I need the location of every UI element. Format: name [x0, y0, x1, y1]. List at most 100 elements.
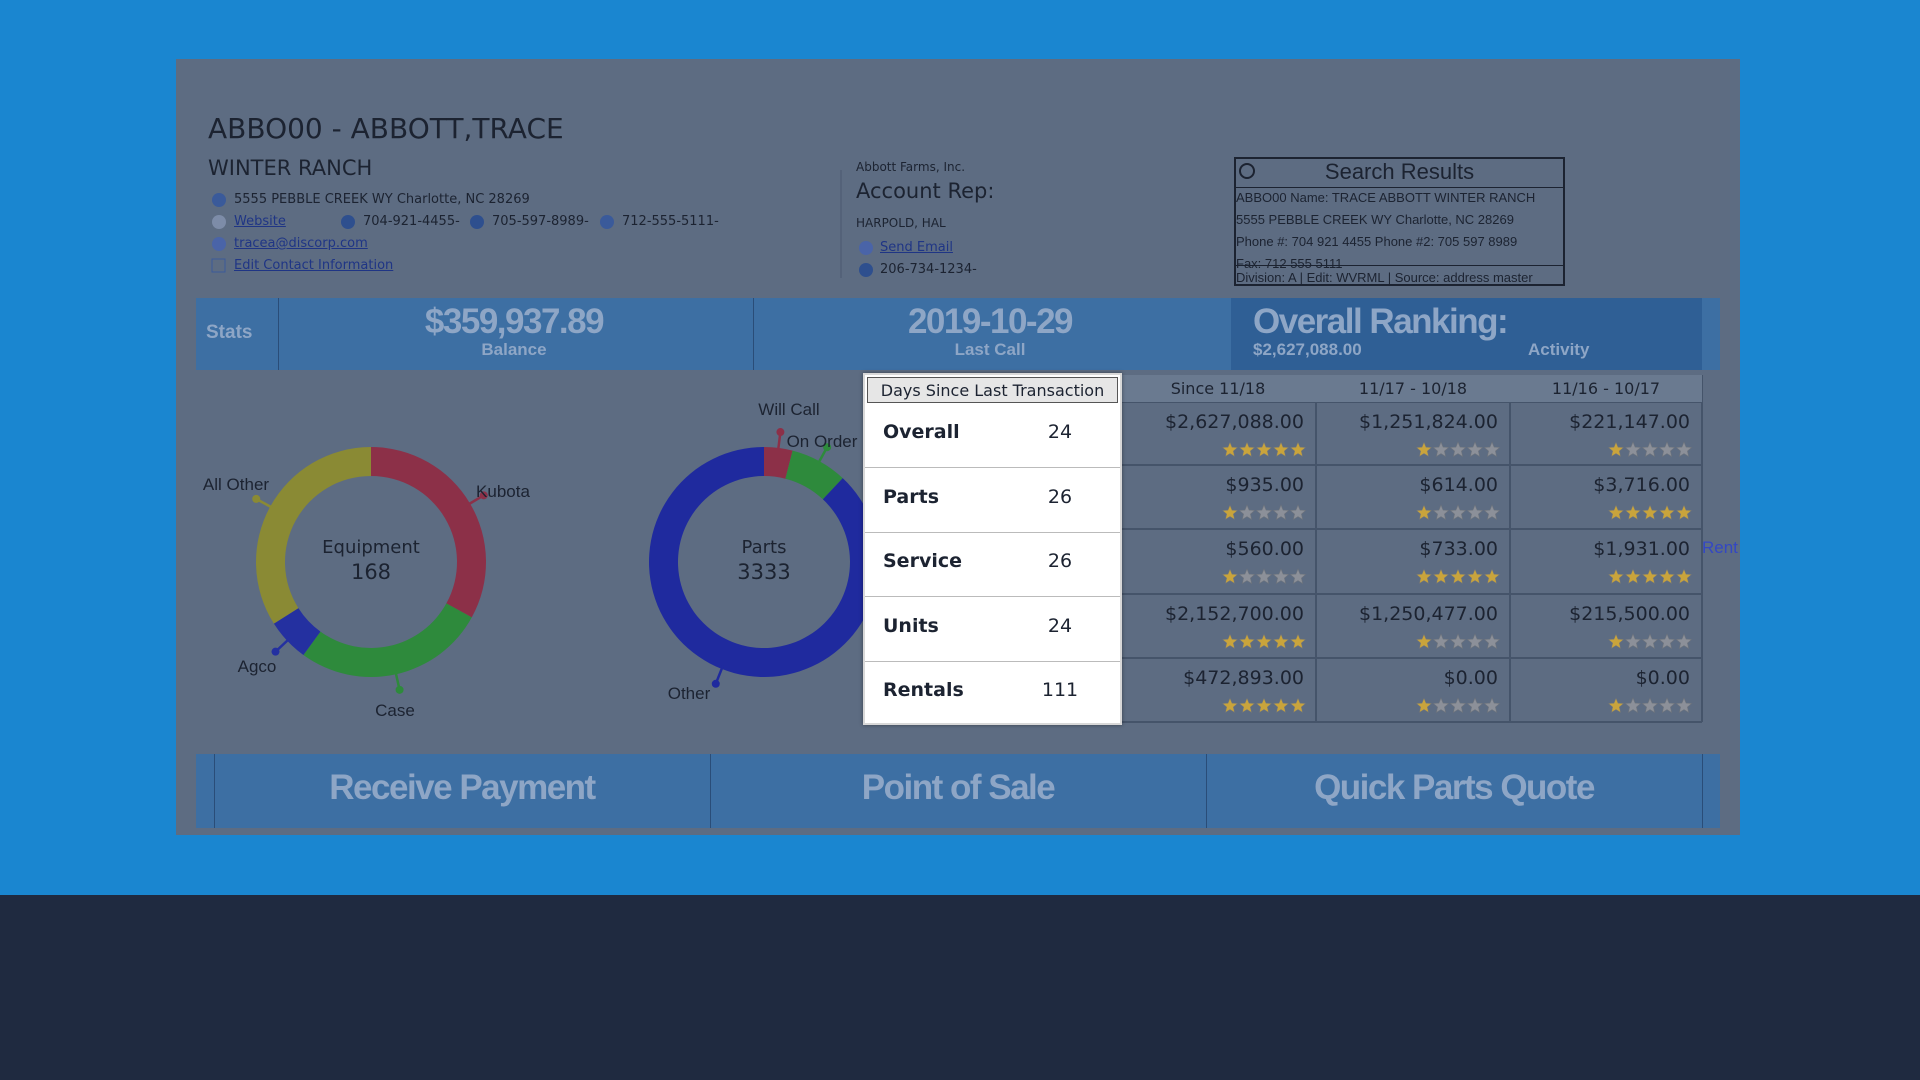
- star-rating: [1607, 697, 1693, 714]
- pin-dot: [823, 443, 832, 452]
- email-link[interactable]: tracea@discorp.com: [234, 236, 368, 251]
- star: [1641, 568, 1659, 585]
- star-rating: [1607, 441, 1693, 458]
- action-button[interactable]: Receive Payment: [329, 768, 596, 807]
- amount: $1,931.00: [1593, 538, 1690, 560]
- pin-dot: [479, 491, 488, 500]
- action-button[interactable]: Quick Parts Quote: [1314, 768, 1595, 807]
- star-rating: [1221, 697, 1307, 714]
- balance-label: Balance: [481, 340, 547, 359]
- star: [1641, 633, 1659, 650]
- icon: [341, 215, 355, 229]
- pin-dot: [776, 428, 785, 437]
- star: [1483, 441, 1501, 458]
- star: [1238, 697, 1256, 714]
- balance: $359,937.89: [424, 302, 605, 341]
- column-header: Since 11/18: [1170, 379, 1266, 398]
- rep-name: HARPOLD, HAL: [856, 216, 946, 230]
- activity-label: Activity: [1528, 340, 1590, 359]
- donut-segment: [273, 608, 321, 656]
- star: [1255, 697, 1273, 714]
- star: [1658, 633, 1676, 650]
- star: [1272, 568, 1290, 585]
- amount: $221,147.00: [1569, 411, 1690, 433]
- send-email-link[interactable]: Send Email: [880, 240, 953, 255]
- divider: [753, 298, 754, 370]
- rep-label: Account Rep:: [856, 179, 995, 203]
- star-rating: [1415, 504, 1501, 521]
- stats-label: Stats: [206, 322, 253, 343]
- amount: $1,251,824.00: [1358, 411, 1498, 433]
- popup-rule: [865, 467, 1120, 468]
- donut-center-value: 3333: [737, 560, 791, 584]
- popup-rule: [865, 660, 1120, 662]
- icon: [212, 193, 226, 207]
- donut-segment: [256, 447, 371, 624]
- search-line: Division: A | Edit: WVRML | Source: addr…: [1236, 270, 1533, 285]
- rep-company: Abbott Farms, Inc.: [856, 160, 966, 174]
- star: [1432, 697, 1450, 714]
- star: [1255, 633, 1273, 650]
- star: [1449, 504, 1467, 521]
- popup: Days Since Last Transaction Overall 24 Part…: [863, 373, 1122, 725]
- donut-label: Other: [667, 684, 711, 703]
- amount: $0.00: [1635, 667, 1690, 689]
- ranking-value: $2,627,088.00: [1253, 340, 1362, 359]
- star: [1272, 504, 1290, 521]
- button-bar: [196, 754, 1720, 828]
- star-rating: [1607, 633, 1693, 650]
- star: [1289, 504, 1307, 521]
- star: [1221, 504, 1239, 521]
- amount: $215,500.00: [1569, 603, 1690, 625]
- star-rating: [1415, 633, 1501, 650]
- amount: $472,893.00: [1183, 667, 1304, 689]
- star-rating: [1415, 441, 1501, 458]
- popup-rule: [865, 531, 1120, 533]
- action-button[interactable]: Point of Sale: [861, 768, 1056, 807]
- amount: $0.00: [1443, 667, 1498, 689]
- star: [1466, 633, 1484, 650]
- icon: [211, 258, 226, 273]
- star: [1466, 504, 1484, 521]
- icon: [600, 215, 614, 229]
- star: [1466, 441, 1484, 458]
- donut-label: On Order: [786, 432, 858, 451]
- side-link[interactable]: Rent: [1702, 538, 1738, 557]
- divider: [1206, 754, 1207, 828]
- popup-row-label: Units: [883, 614, 939, 637]
- ranking-section: [1231, 298, 1702, 370]
- table-header: [1120, 375, 1702, 402]
- star-rating: [1221, 504, 1307, 521]
- search-line: Phone #: 704 921 4455 Phone #2: 705 597 …: [1236, 234, 1518, 249]
- star: [1449, 441, 1467, 458]
- popup-row-label: Overall: [883, 421, 960, 443]
- donut-label: All Other: [202, 475, 270, 494]
- divider: [278, 298, 279, 370]
- edit-link[interactable]: Edit Contact Information: [234, 258, 394, 273]
- star: [1272, 441, 1290, 458]
- star: [1289, 633, 1307, 650]
- star: [1607, 568, 1625, 585]
- amount: $3,716.00: [1593, 474, 1690, 496]
- website-link[interactable]: Website: [234, 214, 286, 229]
- search-rule: [1236, 187, 1563, 188]
- star: [1483, 504, 1501, 521]
- star: [1466, 568, 1484, 585]
- star: [1607, 633, 1625, 650]
- icon: [859, 241, 873, 255]
- popup-header: Days Since Last Transaction: [867, 377, 1118, 403]
- star: [1449, 633, 1467, 650]
- donut-center-label: Equipment: [322, 537, 420, 558]
- star: [1221, 568, 1239, 585]
- last-call: 2019-10-29: [907, 302, 1074, 341]
- star: [1289, 697, 1307, 714]
- star: [1255, 504, 1273, 521]
- star: [1675, 568, 1693, 585]
- star: [1432, 568, 1450, 585]
- amount: $1,250,477.00: [1358, 603, 1498, 625]
- divider: [214, 754, 215, 828]
- star: [1255, 568, 1273, 585]
- account-title: ABBO00 - ABBOTT,TRACE: [208, 112, 564, 145]
- star: [1675, 633, 1693, 650]
